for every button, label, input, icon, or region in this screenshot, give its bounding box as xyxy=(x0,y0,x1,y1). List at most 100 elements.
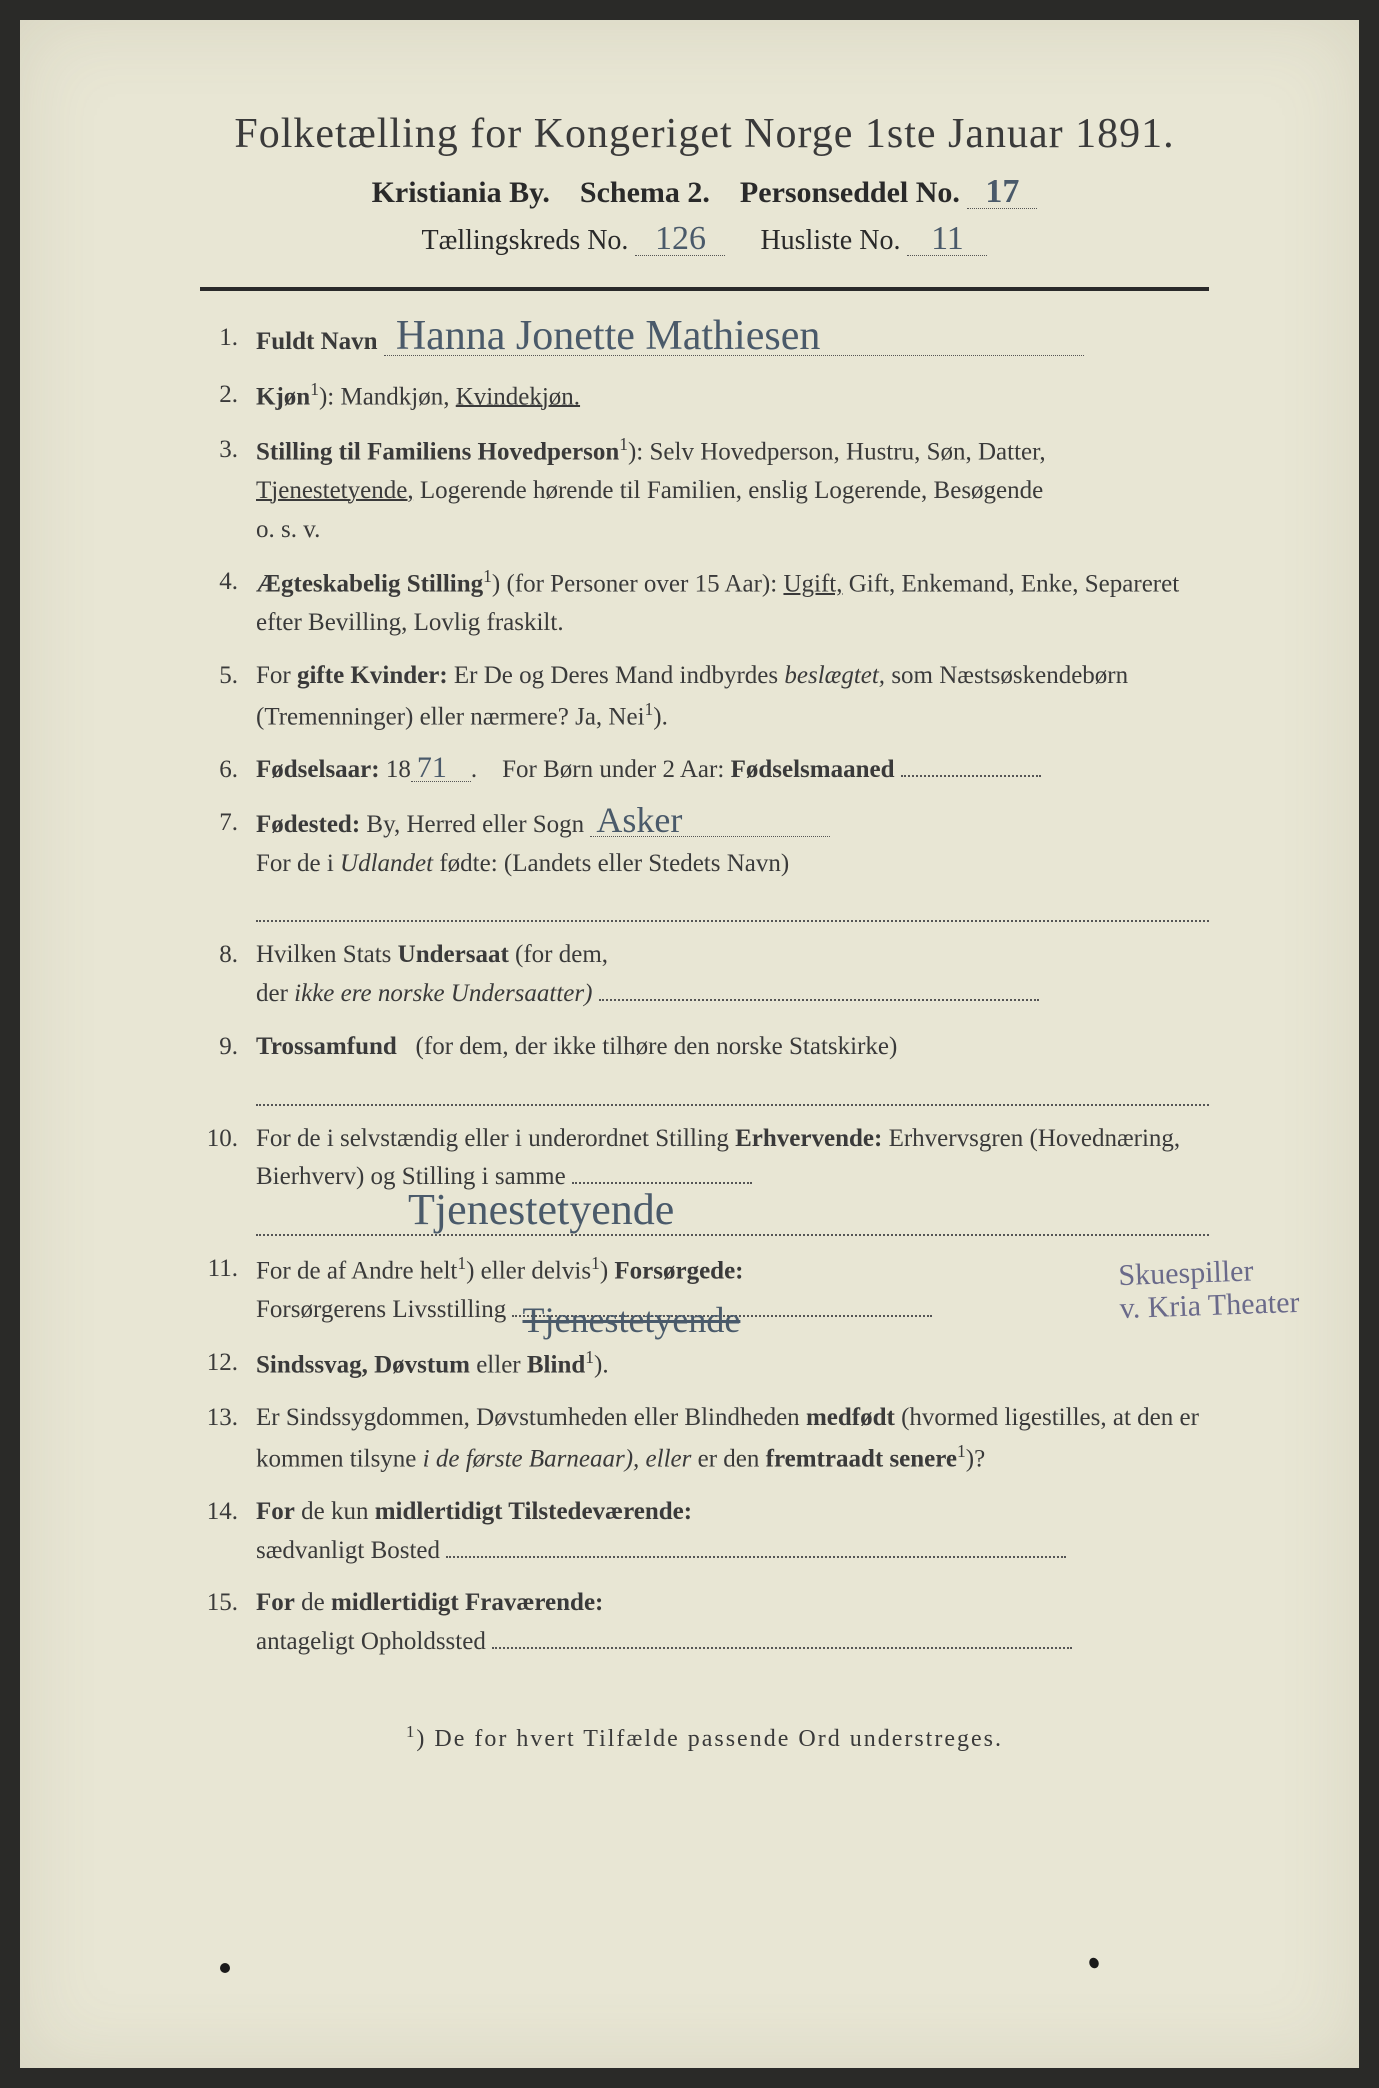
sex-male: Mandkjøn, xyxy=(340,383,449,410)
item-11: 11. For de af Andre helt1) eller delvis1… xyxy=(200,1250,1209,1330)
header-rule xyxy=(200,287,1209,291)
paper-speck-icon xyxy=(220,1963,230,1973)
item-number: 12. xyxy=(200,1344,256,1385)
birthplace-blank-line xyxy=(256,887,1209,922)
item-number: 10. xyxy=(200,1120,256,1237)
birthplace-l2-italic: Udlandet xyxy=(340,850,433,877)
item-number: 9. xyxy=(200,1028,256,1106)
relation-selected: Tjenestetyende, xyxy=(256,477,414,504)
kreds-label: Tællingskreds No. xyxy=(422,225,629,256)
item-number: 15. xyxy=(200,1584,256,1662)
item12-text: eller xyxy=(476,1351,520,1378)
item-number: 11. xyxy=(200,1250,256,1330)
absent-label: midlertidigt Fraværende: xyxy=(331,1589,603,1616)
item-number: 3. xyxy=(200,431,256,550)
item-8: 8. Hvilken Stats Undersaat (for dem, der… xyxy=(200,936,1209,1014)
item-4: 4. Ægteskabelig Stilling1) (for Personer… xyxy=(200,563,1209,643)
probable-residence-label: antageligt Opholdssted xyxy=(256,1628,486,1655)
item8-l2a: der xyxy=(256,980,288,1007)
footnote-text: De for hvert Tilfælde passende Ord under… xyxy=(434,1726,1003,1752)
margin-note-line-b: v. Kria Theater xyxy=(1119,1286,1300,1325)
relation-osv: o. s. v. xyxy=(256,511,1209,550)
married-women-label: gifte Kvinder: xyxy=(297,662,448,689)
disability-label-b: Blind xyxy=(527,1351,585,1378)
item13-italic-a: i de første Barneaar), xyxy=(423,1445,640,1472)
census-form-page: Folketælling for Kongeriget Norge 1ste J… xyxy=(20,20,1359,2068)
occupation-label: Erhvervende: xyxy=(735,1125,882,1152)
item8-l2-italic: ikke ere norske Undersaatter) xyxy=(294,980,592,1007)
occupation-line: Tjenestetyende xyxy=(256,1201,1209,1236)
marital-paren: (for Personer over 15 Aar): xyxy=(506,571,777,598)
margin-note: Skuespiller v. Kria Theater xyxy=(1118,1253,1300,1325)
item-15: 15. For de midlertidigt Fraværende: anta… xyxy=(200,1584,1209,1662)
husliste-no-value: 11 xyxy=(907,224,987,256)
provider-crossed-value: Tjenestetyende xyxy=(522,1293,740,1349)
third-title-line: Tællingskreds No. 126 Husliste No. 11 xyxy=(160,224,1249,257)
item-number: 5. xyxy=(200,657,256,737)
item13-text-a: Er Sindssygdommen, Døvstumheden eller Bl… xyxy=(256,1404,800,1431)
item-12: 12. Sindssvag, Døvstum eller Blind1). xyxy=(200,1344,1209,1385)
fullname-label: Fuldt Navn xyxy=(256,328,378,355)
item-5: 5. For gifte Kvinder: Er De og Deres Man… xyxy=(200,657,1209,737)
item8-text-a: Hvilken Stats xyxy=(256,941,391,968)
birthplace-text: By, Herred eller Sogn xyxy=(366,811,584,838)
item-number: 14. xyxy=(200,1493,256,1571)
subject-blank xyxy=(599,999,1039,1001)
disability-label-a: Sindssvag, Døvstum xyxy=(256,1351,470,1378)
form-header: Folketælling for Kongeriget Norge 1ste J… xyxy=(160,110,1249,257)
item13-text-c: er den xyxy=(698,1445,760,1472)
item9-text: (for dem, der ikke tilhøre den norske St… xyxy=(416,1033,898,1060)
birthmonth-blank xyxy=(901,775,1041,777)
marital-label: Ægteskabelig Stilling xyxy=(256,571,483,598)
occupation-value: Tjenestetyende xyxy=(396,1191,686,1228)
personseddel-no-value: 17 xyxy=(967,177,1037,209)
usual-residence-label: sædvanligt Bosted xyxy=(256,1537,440,1564)
religion-label: Trossamfund xyxy=(256,1033,397,1060)
usual-residence-blank xyxy=(446,1556,1066,1558)
item14-text: de kun xyxy=(301,1498,368,1525)
item-1: 1. Fuldt Navn Hanna Jonette Mathiesen xyxy=(200,319,1209,362)
personseddel-label: Personseddel No. xyxy=(740,176,960,209)
item-number: 1. xyxy=(200,319,256,362)
item5-italic: beslægtet, xyxy=(784,662,885,689)
item-7: 7. Fødested: By, Herred eller Sogn Asker… xyxy=(200,804,1209,923)
probable-residence-blank xyxy=(492,1647,1072,1649)
provider-blank: Tjenestetyende xyxy=(512,1315,932,1317)
present-label: midlertidigt Tilstedeværende: xyxy=(375,1498,692,1525)
item5-text: Er De og Deres Mand indbyrdes xyxy=(454,662,778,689)
relation-label: Stilling til Familiens Hovedperson xyxy=(256,438,619,465)
form-items: 1. Fuldt Navn Hanna Jonette Mathiesen 2.… xyxy=(160,319,1249,1662)
supported-label: Forsørgede: xyxy=(614,1257,743,1284)
religion-blank-line xyxy=(256,1071,1209,1106)
item-number: 8. xyxy=(200,936,256,1014)
subject-label: Undersaat xyxy=(398,941,509,968)
main-title: Folketælling for Kongeriget Norge 1ste J… xyxy=(160,110,1249,158)
congenital-label: medfødt xyxy=(806,1404,895,1431)
relation-text: Selv Hovedperson, Hustru, Søn, Datter, xyxy=(650,438,1046,465)
item11-text-b: eller delvis xyxy=(481,1257,591,1284)
footnote: 1) De for hvert Tilfælde passende Ord un… xyxy=(160,1722,1249,1753)
birthyear-value: 71 xyxy=(411,754,471,782)
item-number: 4. xyxy=(200,563,256,643)
city-label: Kristiania By. xyxy=(372,176,550,209)
item11-text-a: For de af Andre helt xyxy=(256,1257,457,1284)
item-6: 6. Fødselsaar: 1871. For Børn under 2 Aa… xyxy=(200,751,1209,790)
schema-label: Schema 2. xyxy=(580,176,710,209)
item10-text-a: For de i selvstændig eller i underordnet… xyxy=(256,1125,729,1152)
item15-prefix: For xyxy=(256,1589,295,1616)
paper-speck-icon xyxy=(1088,1957,1101,1970)
item-10: 10. For de i selvstændig eller i underor… xyxy=(200,1120,1209,1237)
kreds-no-value: 126 xyxy=(635,224,725,256)
item5-prefix: For xyxy=(256,662,291,689)
sex-label: Kjøn xyxy=(256,383,310,410)
sex-selected: Kvindekjøn. xyxy=(456,383,580,410)
birthyear-prefix: 18 xyxy=(386,756,411,783)
birthplace-l2a: For de i xyxy=(256,850,334,877)
item-number: 6. xyxy=(200,751,256,790)
birthyear-label: Fødselsaar: xyxy=(256,756,380,783)
item8-text-b: (for dem, xyxy=(515,941,608,968)
item-14: 14. For de kun midlertidigt Tilstedevære… xyxy=(200,1493,1209,1571)
item-2: 2. Kjøn1): Mandkjøn, Kvindekjøn. xyxy=(200,376,1209,417)
relation-rest: Logerende hørende til Familien, enslig L… xyxy=(420,477,1043,504)
fullname-value: Hanna Jonette Mathiesen xyxy=(384,319,1084,356)
